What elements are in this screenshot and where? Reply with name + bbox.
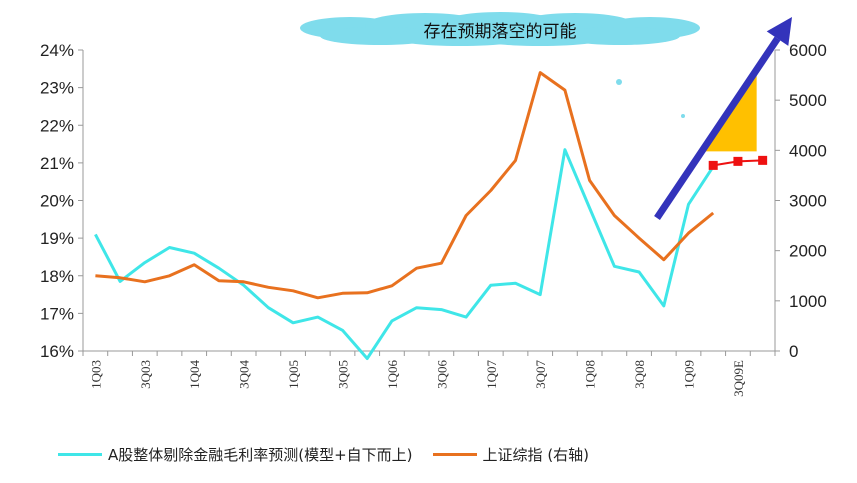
right-tick-label: 1000 (789, 292, 827, 311)
series-line-0 (94, 148, 715, 360)
right-tick-label: 5000 (789, 91, 827, 110)
x-tick-label: 3Q06 (434, 360, 449, 389)
callout-cloud: 存在预期落空的可能 (300, 12, 700, 46)
left-tick-label: 16% (40, 342, 74, 361)
x-tick-label: 3Q08 (632, 360, 647, 389)
x-tick-label: 1Q05 (286, 360, 301, 389)
x-tick-label: 3Q03 (138, 360, 153, 389)
x-tick-label: 3Q05 (336, 360, 351, 389)
cloud-puff-9 (560, 27, 680, 45)
projection-marker (758, 155, 768, 165)
right-tick-label: 0 (789, 342, 798, 361)
x-tick-label: 1Q06 (385, 360, 400, 389)
trend-arrow-head (766, 17, 792, 46)
legend-label-index: 上证综指 (右轴) (482, 446, 590, 464)
x-tick-label: 1Q08 (583, 360, 598, 389)
left-tick-label: 19% (40, 229, 74, 248)
right-tick-label: 6000 (789, 41, 827, 60)
legend-label-margin: A股整体剔除金融毛利率预测(模型+自下而上) (108, 446, 413, 464)
trend-arrow-shaft (654, 36, 781, 220)
series-line-1 (95, 71, 715, 300)
x-tick-label: 3Q09E (731, 360, 746, 397)
right-tick-label: 3000 (789, 192, 827, 211)
left-tick-label: 17% (40, 304, 74, 323)
left-tick-label: 21% (40, 154, 74, 173)
x-tick-label: 3Q04 (237, 360, 252, 389)
right-tick-label: 4000 (789, 141, 827, 160)
left-tick-label: 18% (40, 267, 74, 286)
decor-dot (616, 79, 622, 85)
legend-item-margin: A股整体剔除金融毛利率预测(模型+自下而上) (58, 444, 413, 465)
projection-marker (733, 156, 743, 166)
axes (78, 49, 780, 356)
left-tick-label: 20% (40, 192, 74, 211)
projection-marker (708, 160, 718, 170)
left-tick-label: 23% (40, 79, 74, 98)
tick-labels: 16% 17% 18% 19% 20% 21% 22% 23% 24% 0 1000 2000 3000… (40, 41, 827, 397)
plot-area (94, 71, 768, 360)
x-tick-label: 1Q04 (187, 360, 202, 389)
decorations (616, 17, 792, 220)
legend: A股整体剔除金融毛利率预测(模型+自下而上) 上证综指 (右轴) (58, 444, 609, 465)
decor-dot (681, 114, 685, 118)
legend-swatch-margin (58, 453, 102, 456)
x-tick-label: 1Q07 (484, 360, 499, 389)
right-tick-label: 2000 (789, 242, 827, 261)
legend-swatch-index (432, 453, 477, 456)
left-tick-label: 22% (40, 116, 74, 135)
x-tick-label: 1Q03 (88, 360, 103, 389)
x-tick-label: 1Q09 (682, 360, 697, 389)
callout-text: 存在预期落空的可能 (424, 22, 577, 42)
left-tick-label: 24% (40, 41, 74, 60)
legend-item-index: 上证综指 (右轴) (432, 444, 590, 465)
x-tick-label: 3Q07 (533, 360, 548, 389)
